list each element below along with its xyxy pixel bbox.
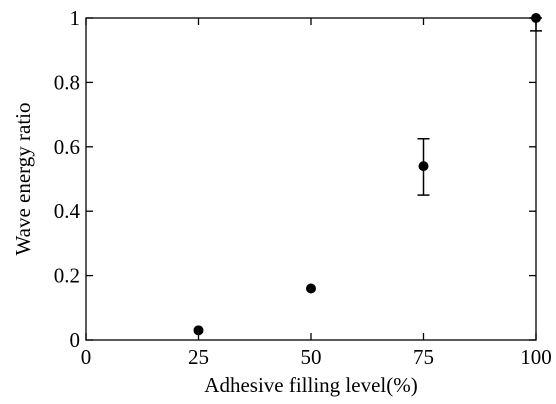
data-points <box>193 13 541 336</box>
y-tick-labels: 0 0.2 0.4 0.6 0.8 1 <box>54 6 81 352</box>
data-point <box>531 13 541 23</box>
data-point <box>193 325 204 336</box>
y-tick-label: 0.2 <box>54 264 80 288</box>
y-tick-label: 0 <box>70 328 81 352</box>
y-tick-label: 1 <box>70 6 81 30</box>
x-tick-label: 25 <box>188 345 209 369</box>
error-bars <box>417 17 542 196</box>
x-tick-label: 50 <box>301 345 322 369</box>
x-tick-label: 100 <box>520 345 552 369</box>
y-tick-label: 0.4 <box>54 199 81 223</box>
data-point <box>418 161 429 172</box>
x-tick-label: 0 <box>81 345 92 369</box>
y-tick-label: 0.8 <box>54 70 80 94</box>
x-tick-labels: 0 25 50 75 100 <box>81 345 552 369</box>
x-axis-label: Adhesive filling level(%) <box>204 373 417 397</box>
x-tick-label: 75 <box>413 345 434 369</box>
data-point <box>306 283 316 294</box>
y-axis-label: Wave energy ratio <box>11 102 35 255</box>
y-tick-label: 0.6 <box>54 135 80 159</box>
